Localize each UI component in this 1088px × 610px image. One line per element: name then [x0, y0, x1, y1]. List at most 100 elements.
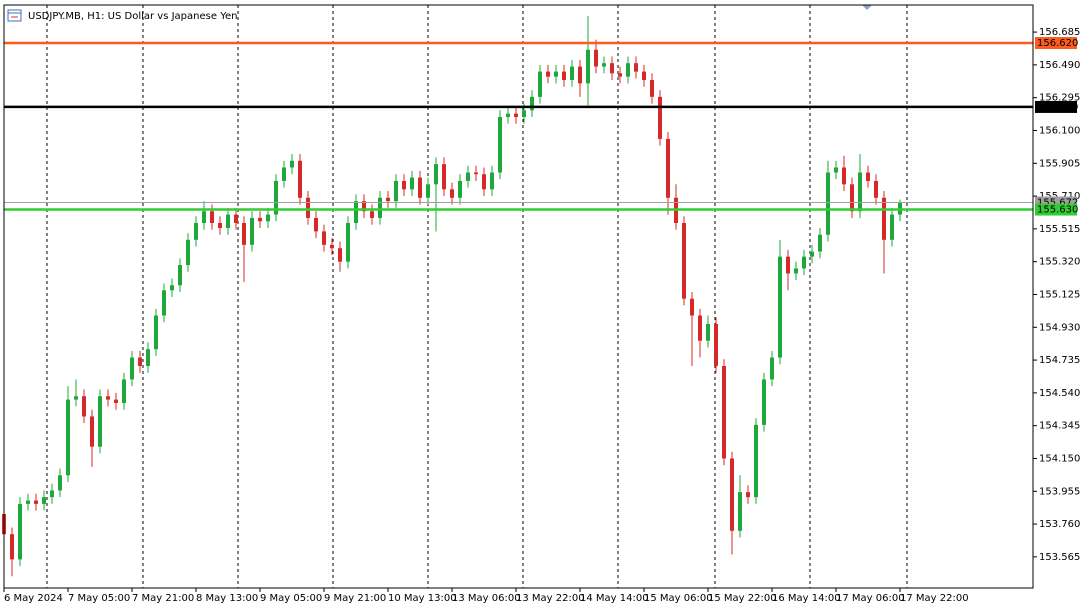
price-level-tag [1035, 203, 1077, 216]
x-tick-label: 10 May 13:00 [388, 593, 457, 604]
candle-body [210, 211, 214, 223]
candle-body [618, 73, 622, 77]
candle-body [170, 285, 174, 291]
candle-body [874, 180, 878, 198]
candle-body [834, 167, 838, 173]
candle-body [474, 172, 478, 175]
candle-body [682, 222, 686, 299]
candle-body [386, 197, 390, 202]
candle-body [346, 222, 350, 262]
symbol-icon [7, 9, 22, 22]
y-tick-label: 156.490 [1039, 60, 1080, 71]
candle-body [738, 492, 742, 531]
candle-body [754, 424, 758, 498]
candle-body [482, 174, 486, 190]
candle-body [770, 357, 774, 380]
candle-body [634, 63, 638, 72]
candle-body [650, 80, 654, 97]
x-tick-label: 8 May 13:00 [196, 593, 258, 604]
candle-body [26, 500, 30, 504]
candle-body [362, 201, 366, 212]
candle-body [250, 217, 254, 245]
candle-body [434, 164, 438, 185]
candle-body [810, 251, 814, 257]
price-level-label: 156.240 [1037, 102, 1078, 113]
candle-body [602, 63, 606, 67]
candle-body [266, 214, 270, 222]
time-separators [46, 5, 908, 588]
candle-body [850, 184, 854, 212]
candle-body [194, 222, 198, 240]
candle-body [394, 180, 398, 202]
candle-body [858, 172, 862, 212]
shift-marker [862, 5, 872, 10]
candle-body [522, 110, 526, 118]
candle-body [802, 256, 806, 269]
y-tick-label: 155.320 [1039, 257, 1080, 268]
candle-body [642, 71, 646, 81]
candle-body [490, 172, 494, 190]
x-tick-label: 14 May 14:00 [580, 593, 649, 604]
y-tick-label: 154.930 [1039, 322, 1080, 333]
y-tick-label: 154.735 [1039, 355, 1080, 366]
candle-body [402, 180, 406, 190]
plot-frame [3, 4, 1034, 589]
x-tick-label: 6 May 2024 [4, 593, 63, 604]
candle-body [58, 475, 62, 491]
candle-body [322, 231, 326, 245]
candle-body [282, 167, 286, 181]
y-tick-label: 155.125 [1039, 289, 1080, 300]
candle-body [418, 177, 422, 198]
candle-body [306, 197, 310, 218]
candle-body [762, 379, 766, 425]
price-level-tag [1035, 37, 1077, 50]
candle-body [786, 256, 790, 274]
candle-body [562, 71, 566, 81]
y-tick-label: 154.150 [1039, 453, 1080, 464]
candle-body [594, 49, 598, 67]
candle-body [458, 180, 462, 198]
candle-body [226, 214, 230, 229]
y-tick-label: 153.565 [1039, 552, 1080, 563]
candle-body [42, 497, 46, 504]
x-tick-label: 13 May 22:00 [516, 593, 585, 604]
x-tick-label: 15 May 22:00 [708, 593, 777, 604]
candle-body [50, 490, 54, 498]
candle-body [330, 244, 334, 249]
candle-body [826, 172, 830, 235]
candle-body [98, 396, 102, 447]
x-tick-label: 16 May 14:00 [772, 593, 841, 604]
candle-body [794, 268, 798, 274]
price-level-tag [1035, 100, 1077, 113]
candle-body [314, 217, 318, 232]
candle-body [370, 211, 374, 218]
candle-body [154, 315, 158, 350]
y-tick-label: 153.955 [1039, 486, 1080, 497]
price-level-label: 155.630 [1037, 205, 1078, 216]
x-tick-label: 17 May 22:00 [900, 593, 969, 604]
candle-body [882, 197, 886, 240]
candle-body [34, 500, 38, 504]
y-tick-label: 156.685 [1039, 27, 1080, 38]
y-tick-label: 155.515 [1039, 224, 1080, 235]
candle-body [610, 63, 614, 74]
candle-body [514, 113, 518, 118]
x-tick-label: 9 May 05:00 [260, 593, 322, 604]
candle-body [890, 214, 894, 240]
candle-body [570, 66, 574, 81]
candle-body [818, 234, 822, 252]
candle-body [842, 167, 846, 185]
candle-body [450, 189, 454, 198]
price-level-label: 156.620 [1037, 38, 1078, 49]
candle-body [778, 256, 782, 358]
candle-body [66, 399, 70, 476]
candle-body [258, 217, 262, 222]
y-tick-label: 154.345 [1039, 421, 1080, 432]
candle-body [658, 96, 662, 139]
x-tick-label: 7 May 21:00 [132, 593, 194, 604]
candle-body [730, 458, 734, 531]
candle-body [146, 349, 150, 366]
candle-body [162, 290, 166, 316]
candle-body [706, 323, 710, 341]
x-tick-label: 7 May 05:00 [68, 593, 130, 604]
